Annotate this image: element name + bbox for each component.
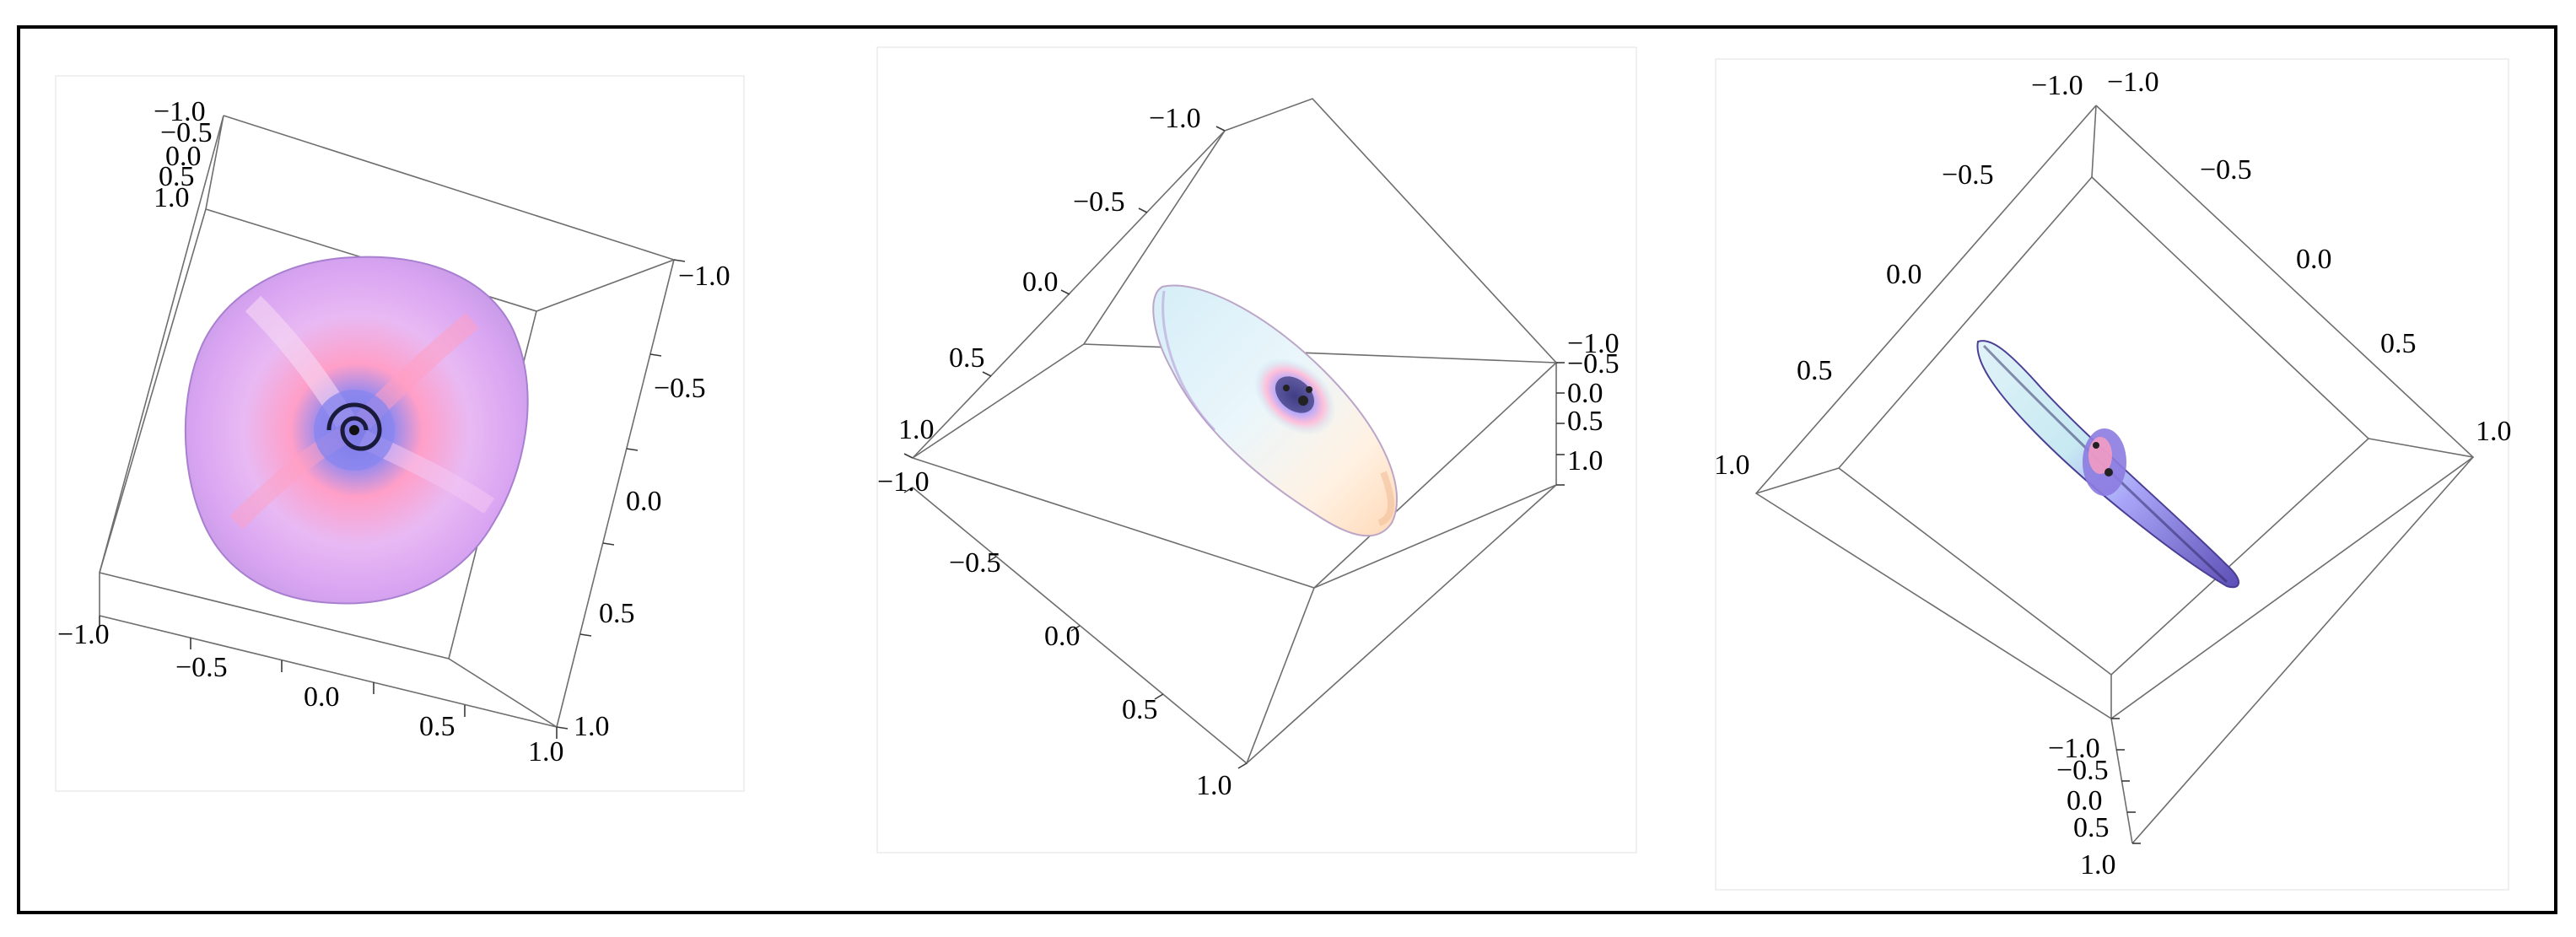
panel-3-label: 0.5	[2073, 812, 2110, 843]
panel-1-box-edge	[99, 208, 207, 574]
panel-1-border	[55, 75, 745, 792]
panel-3-label: 0.0	[2296, 244, 2332, 275]
panel-1-label: −0.5	[654, 373, 706, 404]
panel-1-label: 0.5	[599, 598, 635, 629]
panel-3-box-edge	[2091, 105, 2097, 178]
panel-3-label: −0.5	[2200, 154, 2252, 186]
panel-3-box-outer	[1754, 105, 2475, 719]
panel-3: −1.0 −1.0 −0.5 0.0 0.5 1.0 −0.5 0.0 0.5 …	[1714, 58, 2512, 891]
panel-2-label: −0.5	[949, 547, 1001, 579]
panel-2-upper-ticks	[903, 126, 1226, 459]
panel-3-label: 1.0	[1714, 450, 1750, 481]
panel-2-label: 0.0	[1022, 267, 1059, 298]
panel-2-surface	[1152, 284, 1398, 537]
panel-1-label: 1.0	[574, 711, 610, 742]
panel-2-label: 0.5	[1122, 694, 1158, 725]
panel-3-box-edge	[1755, 467, 1840, 494]
panel-1-label: 0.5	[419, 711, 455, 742]
panel-3-surface	[1976, 340, 2239, 589]
panel-3-box-inner	[1837, 176, 2370, 676]
panel-2-label: −1.0	[1149, 103, 1201, 134]
panel-2-border	[876, 46, 1637, 854]
panel-3-box-edge	[2368, 438, 2474, 458]
panel-2-right-ticks	[1556, 362, 1565, 486]
panel-3-label: 0.0	[2067, 785, 2103, 816]
panel-1-label: −0.5	[160, 117, 213, 148]
panel-2-label: 0.0	[1044, 621, 1081, 652]
panel-2-box-edge	[1246, 484, 1557, 764]
panel-2-label: 0.5	[1567, 406, 1603, 437]
panel-1-label: −1.0	[678, 261, 730, 292]
panel-3-bottom-ticks	[2111, 718, 2141, 844]
panel-1-right-ticks	[556, 259, 686, 730]
panel-1-surface	[184, 256, 529, 605]
panel-2: −1.0 −0.5 0.0 0.5 1.0 −1.0 −0.5 0.0 0.5 …	[876, 46, 1637, 854]
panel-1-label: 0.0	[165, 141, 202, 172]
panel-3-label: −1.0	[2031, 70, 2083, 101]
panel-2-label: −1.0	[877, 466, 930, 498]
panel-1-label: 1.0	[154, 182, 190, 213]
panel-3-label: 0.0	[1886, 259, 1922, 290]
panel-1-label: 1.0	[528, 736, 564, 767]
panel-1-label: 0.0	[304, 681, 340, 713]
panel-3-label: 1.0	[2476, 416, 2512, 447]
panel-3-label: −0.5	[1942, 159, 1994, 191]
panel-1-bottom-ticks	[99, 616, 558, 739]
panel-1: −1.0 −0.5 0.0 0.5 1.0 −1.0 −0.5 0.0 0.5 …	[55, 75, 745, 792]
panel-2-label: 1.0	[898, 414, 935, 445]
panel-2-label: 0.5	[949, 342, 985, 374]
panel-2-label: −0.5	[1567, 348, 1619, 380]
panel-3-label: −1.0	[2048, 733, 2100, 764]
panel-3-box-edge	[2131, 456, 2474, 844]
panel-1-box-edge	[556, 259, 675, 728]
panel-1-label: −1.0	[57, 619, 110, 650]
panel-3-label: 1.0	[2080, 849, 2116, 880]
panel-2-label: −1.0	[1567, 328, 1619, 359]
panel-3-label: −0.5	[2056, 755, 2109, 786]
panel-2-box-edge	[1313, 484, 1557, 589]
panel-3-label: 0.5	[2380, 328, 2417, 359]
panel-2-lower-ticks	[903, 487, 1248, 769]
panel-2-label: 0.0	[1567, 378, 1603, 409]
panel-1-label: 0.0	[626, 486, 662, 517]
panel-3-label: 0.5	[1797, 355, 1833, 386]
panel-2-box-edge	[912, 343, 1085, 459]
panel-1-box-edge	[99, 115, 224, 574]
panel-1-label: −0.5	[175, 652, 228, 683]
panel-3-label: −1.0	[2107, 67, 2159, 98]
panel-1-label: 0.5	[159, 161, 195, 192]
panel-1-box-bottom	[99, 572, 558, 728]
panel-3-border	[1715, 58, 2509, 891]
panel-2-box-bottom	[912, 457, 1316, 765]
panel-2-label: 1.0	[1196, 770, 1232, 801]
panel-2-label: 1.0	[1567, 445, 1603, 477]
panel-2-label: −0.5	[1073, 186, 1125, 218]
panel-1-label: −1.0	[154, 96, 206, 127]
panel-2-box-edge	[1313, 362, 1557, 589]
